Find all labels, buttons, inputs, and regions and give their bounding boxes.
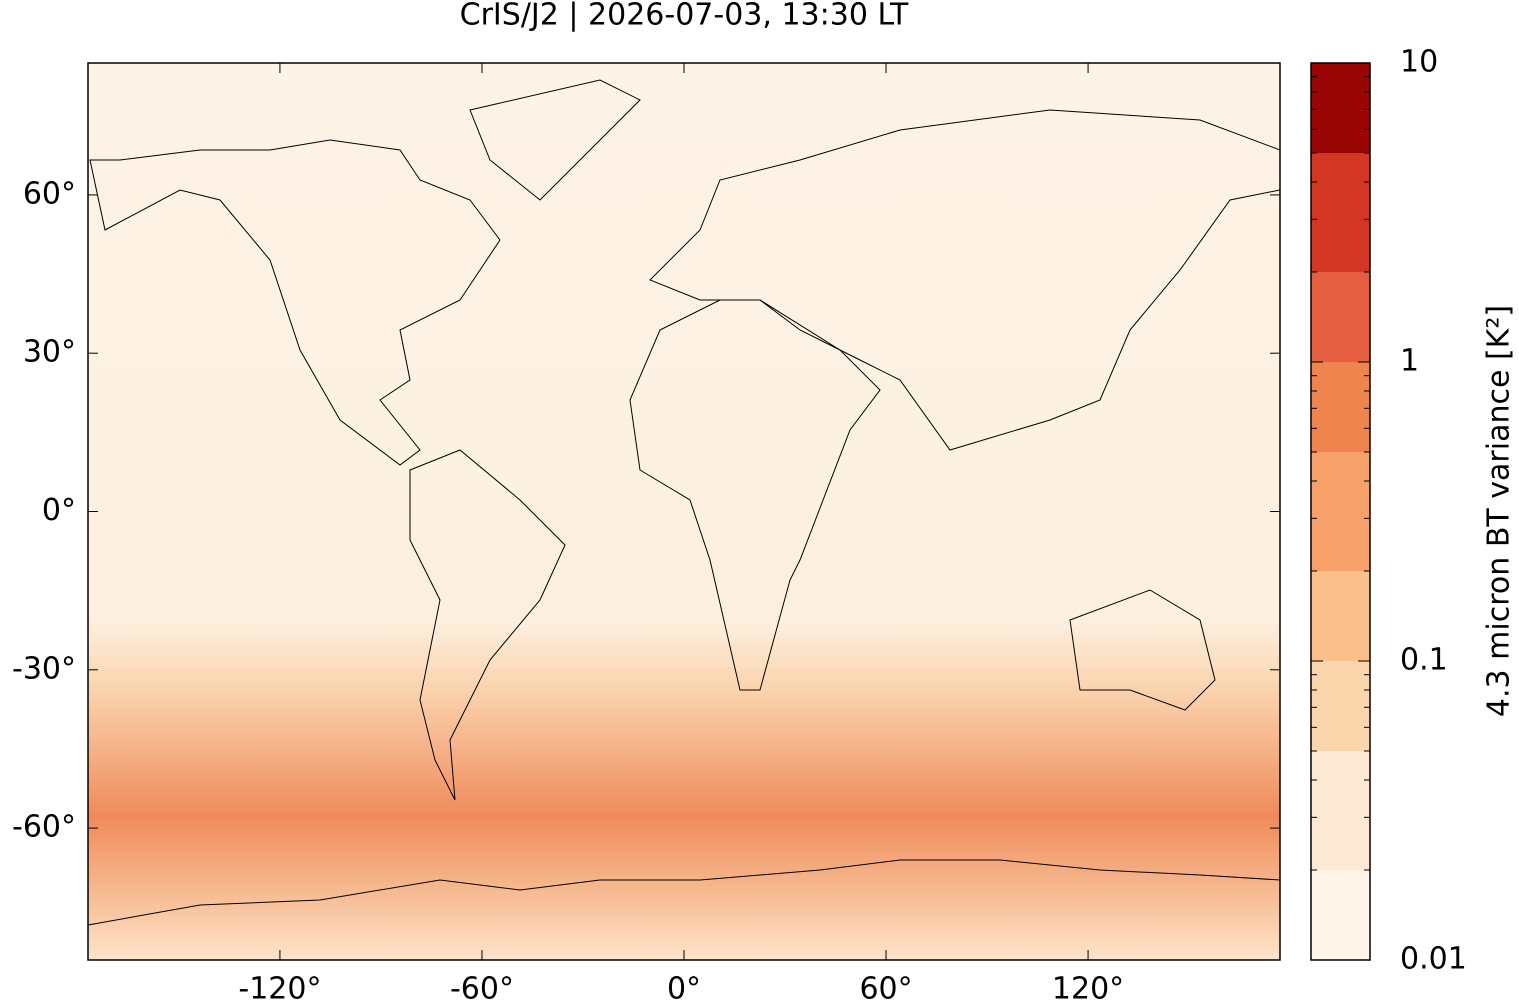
chart-title: CrIS/J2 | 2026-07-03, 13:30 LT: [460, 0, 909, 33]
colorbar-band: [1311, 452, 1370, 571]
x-tick-label: 120°: [1052, 972, 1124, 1003]
coast-eurasia: [649, 109, 1281, 451]
coast-australia: [1069, 589, 1216, 711]
x-tick-label: -120°: [238, 972, 321, 1003]
x-tick-label: 0°: [667, 972, 701, 1003]
y-tick-label: 30°: [23, 335, 76, 370]
colorbar-tick-label: 0.1: [1400, 643, 1448, 678]
y-tick-label: -30°: [12, 651, 76, 686]
x-tick-label: -60°: [450, 972, 514, 1003]
colorbar-tick-label: 1: [1400, 344, 1419, 379]
coast-north-america: [89, 139, 501, 466]
colorbar-band: [1311, 869, 1370, 960]
colorbar-band: [1311, 362, 1370, 453]
y-tick-label: 60°: [23, 176, 76, 211]
colorbar-frame: [1310, 62, 1371, 961]
coast-south-america: [409, 449, 566, 801]
coast-greenland: [469, 79, 641, 201]
x-tick-label: 60°: [859, 972, 912, 1003]
coastlines: [87, 79, 1281, 926]
colorbar-band: [1311, 63, 1370, 154]
coast-antarctica: [87, 859, 1281, 926]
colorbar-tick-label: 0.01: [1400, 942, 1467, 977]
y-tick-label: -60°: [12, 810, 76, 845]
colorbar-band: [1311, 751, 1370, 870]
colorbar-tick-label: 10: [1400, 45, 1438, 80]
colorbar-band: [1311, 661, 1370, 752]
colorbar-band: [1311, 570, 1370, 661]
field-background: [88, 63, 1280, 960]
colorbar-band: [1311, 271, 1370, 362]
colorbar-band: [1311, 153, 1370, 272]
colorbar-label: 4.3 micron BT variance [K²]: [1482, 305, 1517, 717]
y-tick-label: 0°: [42, 493, 76, 528]
